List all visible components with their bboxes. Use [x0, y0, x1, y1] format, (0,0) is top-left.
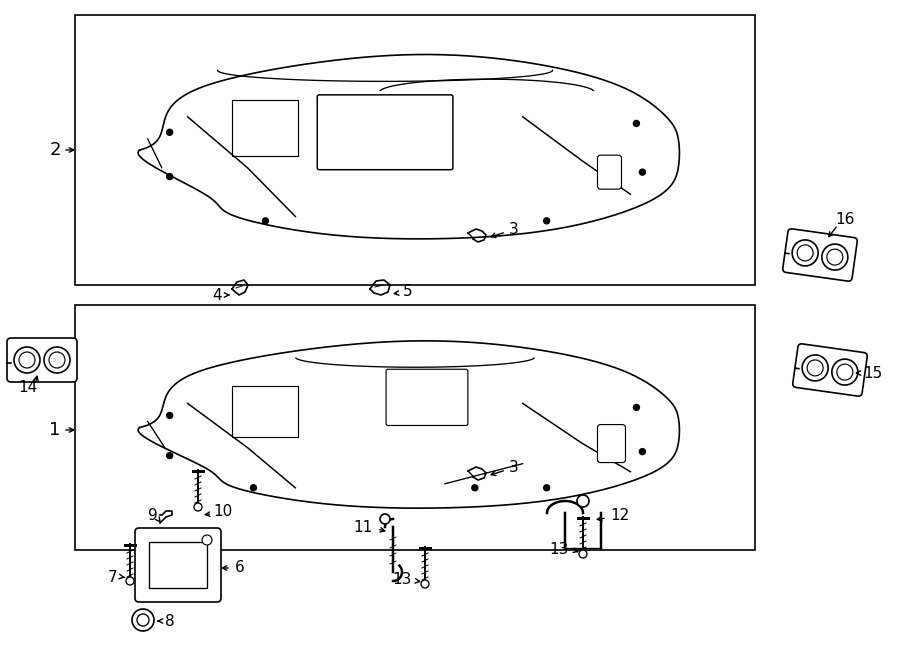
Circle shape [166, 130, 173, 136]
Text: 4: 4 [212, 288, 221, 303]
Circle shape [126, 577, 134, 585]
Circle shape [380, 514, 390, 524]
Circle shape [137, 614, 149, 626]
Bar [75, 305, 755, 550]
Circle shape [797, 245, 813, 261]
Circle shape [472, 485, 478, 490]
FancyBboxPatch shape [598, 424, 626, 463]
Circle shape [639, 449, 645, 455]
Circle shape [639, 169, 645, 175]
Text: 12: 12 [610, 508, 629, 522]
Circle shape [194, 503, 202, 511]
Circle shape [634, 120, 639, 126]
Circle shape [250, 485, 256, 490]
Circle shape [634, 405, 639, 410]
FancyBboxPatch shape [7, 338, 77, 382]
Text: 10: 10 [213, 504, 232, 520]
FancyBboxPatch shape [135, 528, 221, 602]
Bar [232, 100, 298, 155]
Circle shape [792, 240, 818, 266]
Circle shape [202, 535, 212, 545]
FancyBboxPatch shape [783, 229, 857, 281]
Circle shape [132, 609, 154, 631]
Bar [232, 386, 298, 436]
Text: 3: 3 [509, 223, 519, 237]
Circle shape [44, 347, 70, 373]
Text: 13: 13 [392, 572, 412, 588]
Circle shape [421, 580, 429, 588]
Text: 8: 8 [165, 615, 175, 629]
Text: 6: 6 [235, 561, 245, 576]
FancyBboxPatch shape [598, 155, 622, 189]
Circle shape [166, 174, 173, 180]
Text: 14: 14 [18, 381, 38, 395]
Text: 2: 2 [50, 141, 61, 159]
Circle shape [837, 364, 853, 380]
Text: 1: 1 [50, 421, 60, 439]
Text: 7: 7 [108, 570, 118, 584]
Circle shape [577, 495, 589, 507]
Circle shape [822, 244, 848, 270]
Circle shape [807, 360, 824, 376]
Circle shape [14, 347, 40, 373]
Circle shape [263, 218, 268, 224]
Text: 13: 13 [550, 541, 569, 557]
Text: 16: 16 [835, 212, 855, 227]
Text: 15: 15 [863, 366, 882, 381]
FancyBboxPatch shape [793, 344, 868, 396]
Circle shape [19, 352, 35, 368]
Circle shape [49, 352, 65, 368]
Circle shape [544, 485, 550, 490]
Text: 11: 11 [354, 520, 373, 535]
Circle shape [579, 550, 587, 558]
Text: 5: 5 [403, 284, 413, 299]
Text: 9: 9 [148, 508, 157, 524]
Circle shape [832, 359, 858, 385]
Text: 3: 3 [509, 461, 519, 475]
Bar [75, 15, 755, 285]
Bar [149, 542, 207, 588]
Circle shape [544, 218, 550, 224]
Circle shape [802, 355, 828, 381]
FancyBboxPatch shape [318, 95, 453, 170]
FancyBboxPatch shape [386, 369, 468, 426]
Circle shape [166, 453, 173, 459]
Circle shape [166, 412, 173, 418]
Circle shape [827, 249, 843, 265]
